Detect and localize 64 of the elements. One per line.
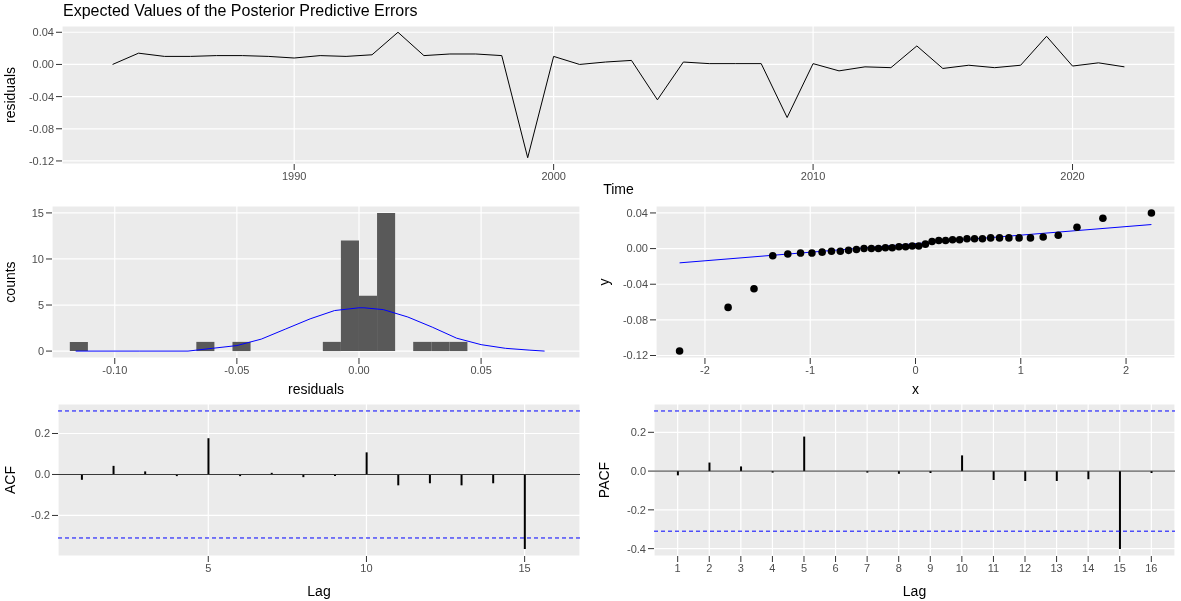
x-tick-label: 5: [800, 561, 808, 574]
y-tick-label: 15: [31, 206, 44, 219]
x-tick-label: 7: [864, 561, 871, 574]
x-tick-label: 15: [1113, 561, 1126, 574]
x-tick-label: 3: [737, 561, 744, 574]
x-axis-title: Lag: [902, 583, 927, 599]
y-tick-label: 0.2: [630, 426, 646, 439]
x-tick-label: 1990: [281, 169, 307, 182]
x-tick-label: 0: [912, 363, 919, 376]
y-tick-label: -0.04: [28, 90, 54, 103]
x-axis-title: Time: [603, 181, 635, 197]
x-tick-label: 10: [360, 561, 373, 574]
x-tick-label: 10: [955, 561, 968, 574]
x-tick-label: 2010: [800, 169, 826, 182]
x-tick-label: 8: [895, 561, 902, 574]
y-tick-label: -0.04: [622, 278, 648, 291]
y-tick-label: -0.12: [28, 154, 54, 167]
y-tick-label: -0.2: [31, 509, 50, 522]
y-tick-label: 0.00: [32, 58, 54, 71]
y-axis-title: residuals: [1, 66, 18, 124]
y-tick-label: 0.0: [630, 464, 646, 477]
y-tick-label: 10: [31, 252, 44, 265]
x-tick-label: -1: [805, 363, 816, 376]
x-tick-label: 4: [769, 561, 776, 574]
x-tick-label: 11: [987, 561, 1000, 574]
y-tick-label: 5: [37, 298, 44, 311]
y-tick-label: 0.00: [626, 242, 648, 255]
x-tick-label: 5: [205, 561, 212, 574]
y-tick-label: 0.04: [32, 26, 54, 39]
x-tick-label: 13: [1050, 561, 1063, 574]
y-axis-title: ACF: [1, 466, 18, 494]
y-axis-title: counts: [1, 261, 18, 303]
y-tick-label: -0.12: [622, 349, 648, 362]
x-tick-label: 2020: [1060, 169, 1085, 182]
x-tick-label: 14: [1082, 561, 1095, 574]
y-axis-title: PACF: [595, 461, 612, 499]
x-tick-label: -0.10: [102, 363, 128, 376]
x-tick-label: -0.05: [224, 363, 250, 376]
x-tick-label: 1: [674, 561, 681, 574]
x-tick-label: 2: [706, 561, 713, 574]
y-tick-label: 0: [37, 345, 44, 357]
x-tick-label: 2: [1122, 363, 1130, 376]
x-tick-label: 1: [1017, 363, 1024, 376]
x-tick-label: 15: [518, 561, 531, 574]
x-tick-label: -2: [700, 363, 710, 376]
y-tick-label: -0.2: [627, 503, 646, 516]
x-axis-title: x: [912, 381, 919, 397]
x-tick-label: 9: [927, 561, 934, 574]
y-tick-label: -0.08: [28, 122, 54, 135]
y-tick-label: -0.08: [622, 313, 648, 326]
x-axis-title: residuals: [287, 381, 345, 397]
x-tick-label: 2000: [541, 169, 566, 182]
x-tick-label: 0.05: [470, 363, 492, 376]
x-axis-title: Lag: [307, 583, 331, 599]
x-tick-label: 16: [1145, 561, 1158, 574]
x-tick-label: 0.00: [348, 363, 370, 376]
y-axis-title: y: [595, 278, 612, 286]
y-tick-label: 0.0: [34, 468, 50, 481]
x-tick-label: 6: [832, 561, 839, 574]
chart-title: Expected Values of the Posterior Predictive Errors: [63, 2, 418, 20]
y-tick-label: 0.04: [626, 206, 648, 219]
x-tick-label: 12: [1018, 561, 1032, 574]
y-tick-label: 0.2: [34, 427, 50, 440]
y-tick-label: -0.4: [627, 542, 646, 555]
